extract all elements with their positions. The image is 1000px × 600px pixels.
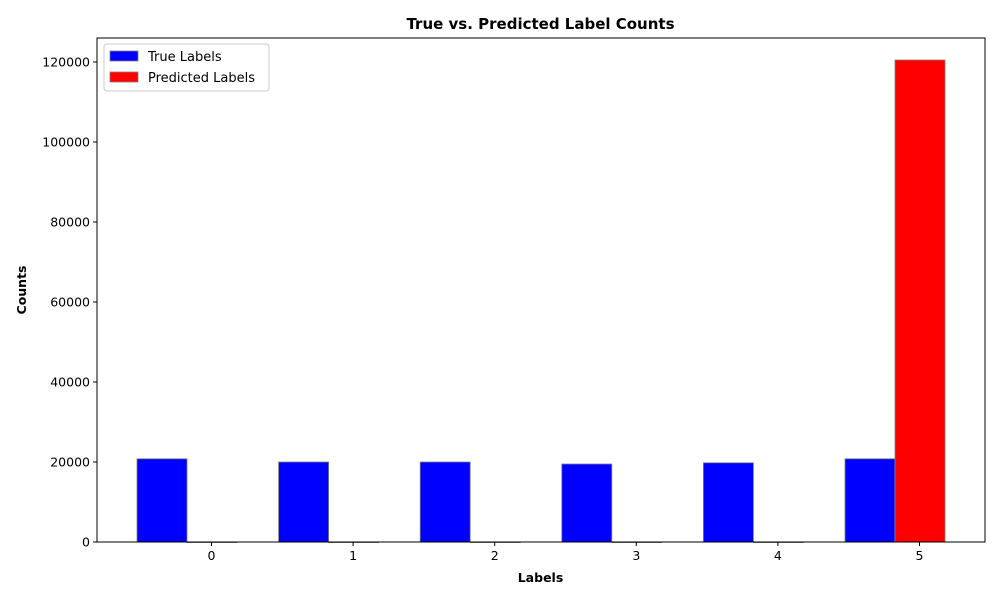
bar-true-3 (561, 463, 613, 543)
y-tick-label-100000: 100000 (42, 135, 90, 150)
bar-true-1 (278, 461, 330, 543)
chart-title: True vs. Predicted Label Counts (406, 15, 674, 33)
x-tick-label-2: 2 (491, 548, 499, 563)
legend-label-predicted: Predicted Labels (148, 71, 255, 86)
x-tick-label-1: 1 (349, 548, 357, 563)
x-tick-label-4: 4 (774, 548, 782, 563)
plot-area: 0 1 2 3 4 5 0 20000 40000 60000 80000 100000 120000 (42, 37, 986, 563)
y-axis-label: Counts (14, 266, 29, 315)
x-tick-label-3: 3 (632, 548, 640, 563)
bar-true-5 (844, 458, 896, 543)
bar-true-2 (419, 461, 471, 543)
y-tick-label-20000: 20000 (50, 455, 90, 470)
x-axis-label: Labels (518, 570, 564, 585)
plot-frame (96, 37, 986, 543)
x-tick-label-5: 5 (916, 548, 924, 563)
bar-true-4 (703, 462, 754, 543)
legend-box (103, 43, 270, 92)
legend-label-true: True Labels (147, 50, 222, 65)
y-tick-label-0: 0 (82, 535, 90, 550)
y-tick-label-80000: 80000 (50, 215, 90, 230)
y-tick-label-40000: 40000 (50, 375, 90, 390)
legend-swatch-true (109, 50, 139, 62)
legend: True Labels Predicted Labels (103, 43, 270, 92)
x-tick-label-0: 0 (208, 548, 216, 563)
legend-swatch-predicted (109, 71, 139, 83)
y-tick-label-120000: 120000 (42, 55, 90, 70)
bar-true-0 (136, 458, 188, 543)
bar-predicted-5 (894, 59, 946, 543)
y-tick-label-60000: 60000 (50, 295, 90, 310)
